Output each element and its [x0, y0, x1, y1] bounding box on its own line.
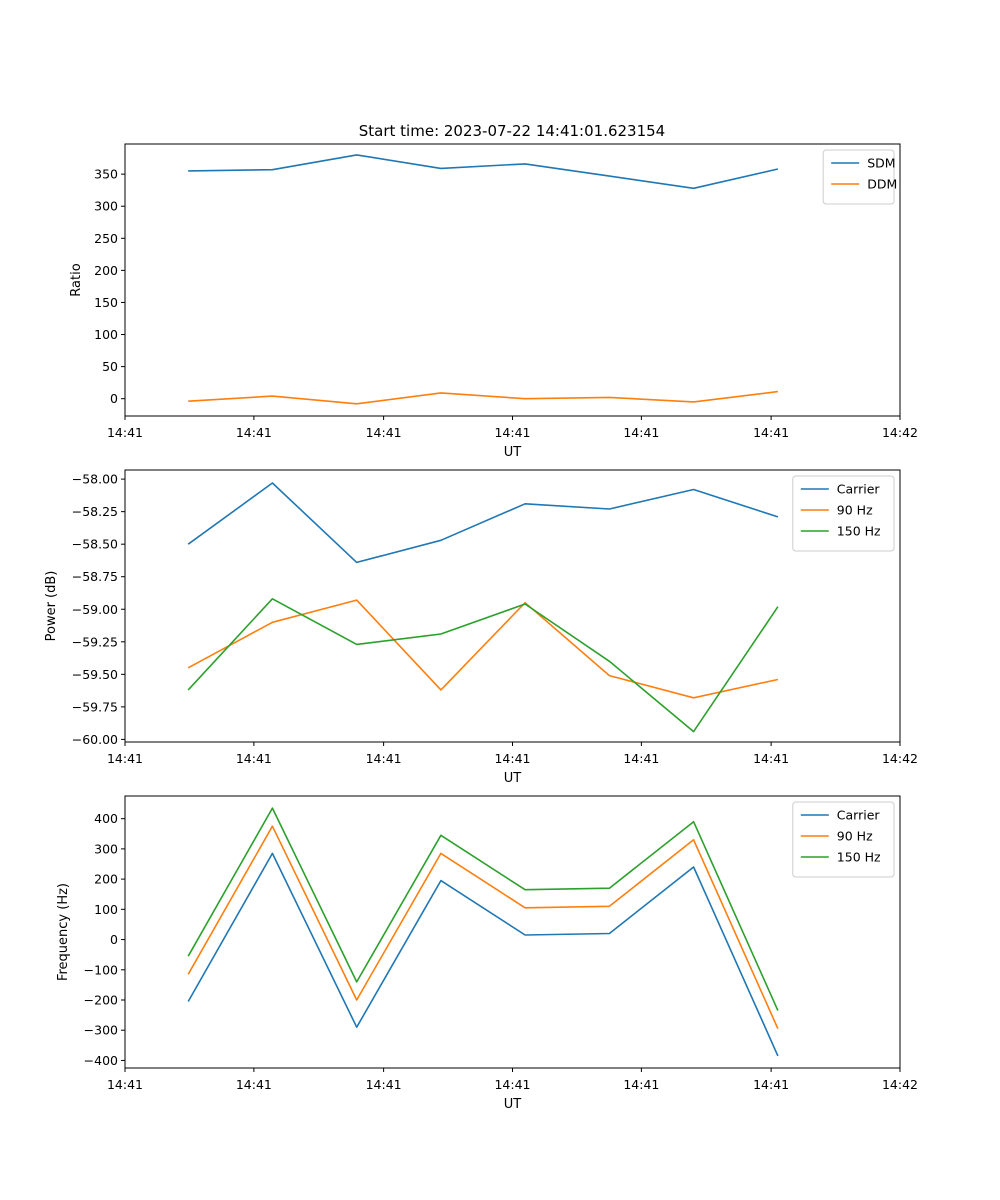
series-line-sdm: [188, 154, 779, 190]
subplot-2: −60.00 −59.75 −59.50 −59.25 −59.00 −58.75 −58.…: [44, 469, 918, 786]
chart-title: Start time: 2023-07-22 14:41:01.623154: [359, 122, 665, 140]
x-tick-label: 14:41: [107, 1077, 143, 1092]
x-tick-label: 14:41: [753, 1077, 789, 1092]
x-tick-label: 14:42: [882, 425, 918, 440]
y-tick-label: −300: [84, 1023, 118, 1038]
x-tick-label: 14:42: [882, 751, 918, 766]
x-tick-label: 14:41: [366, 1077, 402, 1092]
y-tick-label: −400: [84, 1053, 118, 1068]
series-line-90-hz: [187, 599, 779, 699]
x-tick-label: 14:41: [236, 751, 272, 766]
legend-label-150-hz: 150 Hz: [837, 524, 881, 539]
y-tick-label: −58.25: [72, 504, 118, 519]
x-tick-label: 14:41: [236, 425, 272, 440]
legend: Carrier 90 Hz 150 Hz: [792, 801, 895, 878]
x-axis-label: UT: [504, 771, 522, 786]
series-line-150-hz: [187, 597, 779, 733]
legend: SDM DDM: [822, 149, 897, 205]
x-tick-label: 14:41: [236, 1077, 272, 1092]
y-tick-label: −200: [84, 993, 118, 1008]
y-tick-label: −58.50: [72, 537, 118, 552]
axes-frame: [124, 143, 901, 417]
x-axis-label: UT: [504, 1097, 522, 1112]
x-tick-label: 14:41: [623, 1077, 659, 1092]
legend-frame: [792, 475, 895, 552]
y-tick-label: −59.00: [72, 602, 118, 617]
x-tick-label: 14:41: [494, 751, 530, 766]
y-axis-label: Ratio: [69, 263, 84, 296]
x-tick-label: 14:41: [107, 751, 143, 766]
subplots: 0 50 100 150 200 250 300 350 14:41 14:41 14:41 14:4…: [44, 143, 918, 1112]
y-tick-label: 300: [94, 841, 118, 856]
x-tick-label: 14:41: [623, 425, 659, 440]
x-tick-label: 14:41: [623, 751, 659, 766]
y-tick-label: −59.75: [72, 699, 118, 714]
series-line-carrier: [187, 482, 779, 564]
x-tick-label: 14:41: [366, 425, 402, 440]
legend: Carrier 90 Hz 150 Hz: [792, 475, 895, 552]
legend-label-ddm: DDM: [867, 177, 897, 192]
x-axis-label: UT: [504, 445, 522, 460]
legend-label-90-hz: 90 Hz: [837, 503, 873, 518]
y-tick-label: 150: [94, 295, 118, 310]
x-tick-label: 14:42: [882, 1077, 918, 1092]
y-tick-label: 250: [94, 231, 118, 246]
series-line-carrier: [187, 852, 779, 1057]
x-tick-label: 14:41: [753, 425, 789, 440]
subplot-1: 0 50 100 150 200 250 300 350 14:41 14:41 14:41 14:4…: [69, 143, 918, 460]
y-tick-label: 50: [102, 359, 118, 374]
x-tick-label: 14:41: [107, 425, 143, 440]
y-tick-label: −58.00: [72, 472, 118, 487]
y-tick-label: −59.50: [72, 667, 118, 682]
y-tick-label: 0: [110, 391, 118, 406]
legend-frame: [792, 801, 895, 878]
legend-label-carrier: Carrier: [837, 808, 881, 823]
subplot-3: −400 −300 −200 −100 0 100 200 300 400 14:41 14:41 1…: [56, 795, 918, 1112]
series-line-150-hz: [187, 807, 779, 1011]
y-tick-label: 350: [94, 167, 118, 182]
y-axis-label: Power (dB): [44, 571, 59, 642]
x-tick-label: 14:41: [753, 751, 789, 766]
y-axis-label: Frequency (Hz): [56, 883, 71, 981]
legend-label-carrier: Carrier: [837, 482, 881, 497]
x-tick-label: 14:41: [494, 425, 530, 440]
axes-frame: [124, 795, 901, 1069]
y-tick-label: 100: [94, 902, 118, 917]
y-tick-label: 300: [94, 199, 118, 214]
legend-label-90-hz: 90 Hz: [837, 829, 873, 844]
y-tick-label: 100: [94, 327, 118, 342]
y-tick-label: −58.75: [72, 569, 118, 584]
series-line-90-hz: [187, 825, 779, 1030]
y-tick-label: 0: [110, 932, 118, 947]
y-tick-label: 400: [94, 811, 118, 826]
y-tick-label: 200: [94, 872, 118, 887]
legend-label-sdm: SDM: [867, 156, 895, 171]
y-tick-label: −60.00: [72, 732, 118, 747]
y-tick-label: −100: [84, 962, 118, 977]
y-tick-label: −59.25: [72, 634, 118, 649]
series-line-ddm: [188, 390, 778, 405]
axes-frame: [124, 469, 901, 743]
x-tick-label: 14:41: [494, 1077, 530, 1092]
y-tick-label: 200: [94, 263, 118, 278]
x-tick-label: 14:41: [366, 751, 402, 766]
legend-label-150-hz: 150 Hz: [837, 850, 881, 865]
